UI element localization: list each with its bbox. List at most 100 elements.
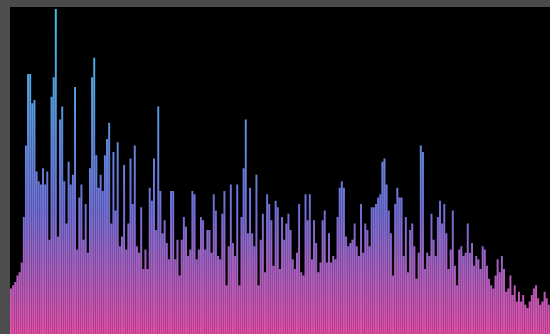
- spectrum-bar: [12, 285, 15, 334]
- spectrum-bar: [135, 246, 138, 334]
- spectrum-bar: [59, 119, 62, 334]
- spectrum-bar: [477, 259, 480, 334]
- spectrum-bar: [140, 207, 143, 334]
- spectrum-bar: [210, 252, 213, 334]
- spectrum-bar: [268, 204, 271, 334]
- spectrum-bar: [441, 223, 444, 334]
- spectrum-bar: [133, 145, 136, 334]
- spectrum-bar: [31, 103, 34, 334]
- spectrum-bar: [513, 285, 516, 334]
- spectrum-bar: [10, 288, 12, 334]
- spectrum-bar: [197, 249, 200, 334]
- spectrum-bar: [253, 246, 256, 334]
- spectrum-bar: [123, 165, 126, 334]
- spectrum-bar: [310, 259, 313, 334]
- spectrum-bar: [84, 204, 87, 334]
- spectrum-bar: [400, 197, 403, 334]
- spectrum-bar: [270, 220, 273, 334]
- spectrum-bar: [251, 233, 254, 334]
- spectrum-bar: [434, 256, 437, 334]
- spectrum-bar: [370, 207, 373, 334]
- spectrum-bar: [300, 272, 303, 334]
- spectrum-bar: [338, 187, 341, 334]
- spectrum-bar: [336, 217, 339, 334]
- spectrum-bar: [187, 256, 190, 334]
- spectrum-bar: [479, 269, 482, 334]
- spectrum-bar: [146, 269, 149, 334]
- spectrum-bar: [485, 265, 488, 334]
- spectrum-bar: [342, 187, 345, 334]
- spectrum-bar: [426, 252, 429, 334]
- spectrum-bar: [543, 291, 546, 334]
- spectrum-bar: [266, 194, 269, 334]
- spectrum-bar: [223, 191, 226, 334]
- spectrum-bar: [503, 269, 505, 334]
- spectrum-bar: [366, 230, 369, 334]
- spectrum-bar: [174, 259, 177, 334]
- spectrum-bar: [44, 184, 47, 334]
- spectrum-bar: [417, 252, 420, 334]
- spectrum-bar: [407, 272, 409, 334]
- spectrum-bar: [389, 233, 392, 334]
- spectrum-bar: [182, 217, 185, 334]
- spectrum-bar: [67, 161, 70, 334]
- spectrum-bar: [468, 252, 471, 334]
- top-border: [0, 0, 550, 7]
- spectrum-bar: [20, 262, 23, 334]
- spectrum-bar: [74, 87, 76, 334]
- spectrum-bar: [522, 295, 525, 334]
- spectrum-bar: [383, 158, 386, 334]
- spectrum-bar: [413, 246, 416, 334]
- spectrum-bar: [97, 187, 100, 334]
- spectrum-bar: [498, 272, 501, 334]
- spectrum-bar: [33, 100, 36, 334]
- spectrum-bar: [274, 200, 277, 334]
- spectrum-bar: [462, 256, 465, 334]
- spectrum-bar: [379, 194, 382, 334]
- spectrum-bar: [419, 145, 422, 334]
- spectrum-bar: [259, 239, 262, 334]
- spectrum-bar: [142, 269, 145, 334]
- spectrum-bar: [16, 275, 19, 334]
- spectrum-bar: [103, 155, 106, 334]
- spectrum-bar: [193, 194, 196, 334]
- spectrum-bar: [436, 217, 439, 334]
- spectrum-bar: [360, 204, 362, 334]
- spectrum-bar: [466, 223, 469, 334]
- spectrum-bar: [22, 217, 25, 334]
- spectrum-bar: [116, 142, 119, 334]
- spectrum-bar: [120, 236, 123, 334]
- spectrum-bar: [368, 246, 371, 334]
- spectrum-bar: [313, 220, 316, 334]
- spectrum-bar: [458, 249, 461, 334]
- spectrum-bar: [334, 259, 337, 334]
- left-border: [0, 0, 10, 334]
- spectrum-bar: [298, 204, 301, 334]
- spectrum-bar: [340, 181, 343, 334]
- spectrum-bar: [263, 272, 266, 334]
- spectrum-bar: [517, 291, 520, 334]
- spectrum-bar: [165, 243, 168, 334]
- spectrum-bar: [287, 213, 290, 334]
- spectrum-bar: [281, 217, 284, 334]
- spectrum-bar: [276, 207, 279, 334]
- spectrum-bar: [272, 265, 275, 334]
- spectrum-bar: [381, 161, 384, 334]
- spectrum-bar: [159, 191, 162, 334]
- spectrum-bar: [144, 249, 147, 334]
- spectrum-bar: [291, 259, 294, 334]
- spectrum-bar: [101, 191, 104, 334]
- spectrum-bar: [347, 246, 350, 334]
- spectrum-bar: [99, 174, 102, 334]
- spectrum-bar: [541, 301, 544, 334]
- spectrum-bar: [515, 301, 518, 334]
- spectrum-bar: [507, 288, 510, 334]
- spectrum-bar: [221, 213, 224, 334]
- spectrum-bar: [293, 269, 296, 334]
- spectrum-bar: [325, 262, 328, 334]
- spectrum-bar: [231, 243, 234, 334]
- spectrum-bar: [227, 246, 230, 334]
- spectrum-bar: [460, 246, 463, 334]
- spectrum-bar: [520, 301, 523, 334]
- spectrum-bar: [296, 252, 298, 334]
